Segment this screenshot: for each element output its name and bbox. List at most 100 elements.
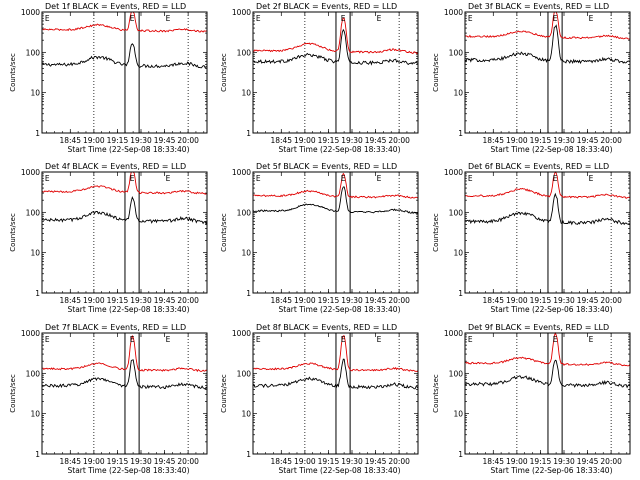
panel-title: Det 9f BLACK = Events, RED = LLD — [468, 323, 609, 332]
event-marker-label: E — [45, 174, 50, 183]
x-tick-label: 19:15 — [530, 457, 552, 466]
y-axis-label: Counts/sec — [220, 53, 228, 92]
y-tick-label: 1000 — [444, 8, 463, 17]
x-tick-label: 19:15 — [530, 296, 552, 305]
event-marker-label: E — [166, 174, 171, 183]
panel-title: Det 1f BLACK = Events, RED = LLD — [45, 2, 186, 11]
series-line-events — [41, 195, 208, 225]
plot-frame — [41, 11, 208, 134]
x-tick-label: 19:30 — [130, 136, 152, 145]
plot-frame — [464, 11, 631, 134]
x-tick-label: 18:45 — [59, 457, 81, 466]
y-tick-label: 1 — [458, 450, 463, 459]
plot-frame — [41, 171, 208, 294]
x-axis-label: Start Time (22-Sep-08 18:33:40) — [68, 145, 190, 154]
series-line-events — [252, 186, 419, 215]
event-marker-label: E — [553, 335, 558, 344]
x-tick-label: 19:00 — [506, 296, 528, 305]
y-axis-label: Counts/sec — [9, 53, 17, 92]
x-tick-label: 19:45 — [577, 296, 599, 305]
x-tick-label: 19:00 — [83, 136, 105, 145]
x-axis-label: Start Time (22-Sep-08 18:33:40) — [279, 145, 401, 154]
x-tick-label: 19:45 — [577, 136, 599, 145]
series-line-events — [464, 192, 631, 226]
event-marker-label: E — [130, 14, 135, 23]
x-tick-label: 19:15 — [107, 136, 129, 145]
series-line-events — [464, 359, 631, 389]
y-tick-label: 10 — [30, 89, 40, 98]
x-tick-label: 19:30 — [553, 296, 575, 305]
plot-frame — [41, 332, 208, 455]
y-tick-label: 10 — [241, 410, 251, 419]
y-tick-label: 10 — [453, 249, 463, 258]
y-tick-label: 1000 — [232, 329, 251, 338]
series-line-lld — [464, 171, 631, 200]
x-tick-label: 19:15 — [318, 457, 340, 466]
series-line-events — [41, 43, 208, 69]
y-tick-label: 1000 — [232, 8, 251, 17]
y-tick-label: 1000 — [21, 8, 40, 17]
y-axis-label: Counts/sec — [432, 53, 440, 92]
x-axis-label: Start Time (22-Sep-08 18:33:40) — [279, 305, 401, 314]
event-marker-label: E — [468, 335, 473, 344]
x-axis-label: Start Time (22-Sep-08 18:33:40) — [68, 305, 190, 314]
x-tick-label: 20:00 — [388, 457, 410, 466]
x-tick-label: 20:00 — [177, 136, 199, 145]
event-marker-label: E — [377, 14, 382, 23]
y-tick-label: 100 — [26, 369, 41, 378]
y-tick-label: 1000 — [21, 329, 40, 338]
panel-title: Det 4f BLACK = Events, RED = LLD — [45, 162, 186, 171]
panel-det-2: Det 2f BLACK = Events, RED = LLD 1 10 100 10… — [220, 2, 419, 154]
event-marker-label: E — [377, 174, 382, 183]
y-tick-label: 100 — [237, 369, 252, 378]
y-tick-label: 1000 — [232, 168, 251, 177]
series-line-events — [464, 24, 631, 65]
plot-frame — [252, 171, 419, 294]
event-marker-label: E — [589, 14, 594, 23]
x-tick-label: 18:45 — [59, 136, 81, 145]
y-axis-label: Counts/sec — [432, 374, 440, 413]
x-tick-label: 19:45 — [365, 457, 387, 466]
x-tick-label: 19:30 — [341, 296, 363, 305]
y-tick-label: 10 — [30, 249, 40, 258]
panel-det-9: Det 9f BLACK = Events, RED = LLD 1 10 100 10… — [432, 323, 631, 475]
panel-title: Det 3f BLACK = Events, RED = LLD — [468, 2, 609, 11]
x-tick-label: 19:45 — [154, 296, 176, 305]
x-tick-label: 19:30 — [553, 136, 575, 145]
event-marker-label: E — [256, 174, 261, 183]
panel-det-6: Det 6f BLACK = Events, RED = LLD 1 10 100 10… — [432, 162, 631, 314]
series-line-lld — [252, 335, 419, 373]
y-axis-label: Counts/sec — [220, 213, 228, 252]
x-tick-label: 18:45 — [482, 457, 504, 466]
y-tick-label: 1 — [35, 289, 40, 298]
series-line-lld — [252, 172, 419, 199]
panel-title: Det 6f BLACK = Events, RED = LLD — [468, 162, 609, 171]
x-tick-label: 19:00 — [294, 457, 316, 466]
plot-frame — [252, 11, 419, 134]
x-axis-label: Start Time (22-Sep-06 18:33:40) — [491, 305, 613, 314]
panel-title: Det 8f BLACK = Events, RED = LLD — [256, 323, 397, 332]
x-tick-label: 18:45 — [270, 457, 292, 466]
x-tick-label: 20:00 — [177, 296, 199, 305]
event-marker-label: E — [130, 335, 135, 344]
event-marker-label: E — [553, 14, 558, 23]
y-tick-label: 10 — [241, 89, 251, 98]
y-tick-label: 100 — [237, 48, 252, 57]
y-tick-label: 1 — [246, 450, 251, 459]
y-tick-label: 100 — [449, 48, 464, 57]
series-line-lld — [252, 16, 419, 55]
event-marker-label: E — [468, 174, 473, 183]
x-tick-label: 20:00 — [388, 296, 410, 305]
x-tick-label: 20:00 — [600, 457, 622, 466]
x-tick-label: 19:45 — [577, 457, 599, 466]
x-axis-label: Start Time (22-Sep-06 18:33:40) — [491, 466, 613, 475]
series-line-events — [41, 359, 208, 390]
x-tick-label: 19:15 — [318, 296, 340, 305]
x-tick-label: 19:15 — [107, 457, 129, 466]
plot-frame — [252, 332, 419, 455]
event-marker-label: E — [256, 14, 261, 23]
panel-title: Det 2f BLACK = Events, RED = LLD — [256, 2, 397, 11]
event-marker-label: E — [589, 335, 594, 344]
x-tick-label: 19:30 — [553, 457, 575, 466]
event-marker-label: E — [468, 14, 473, 23]
